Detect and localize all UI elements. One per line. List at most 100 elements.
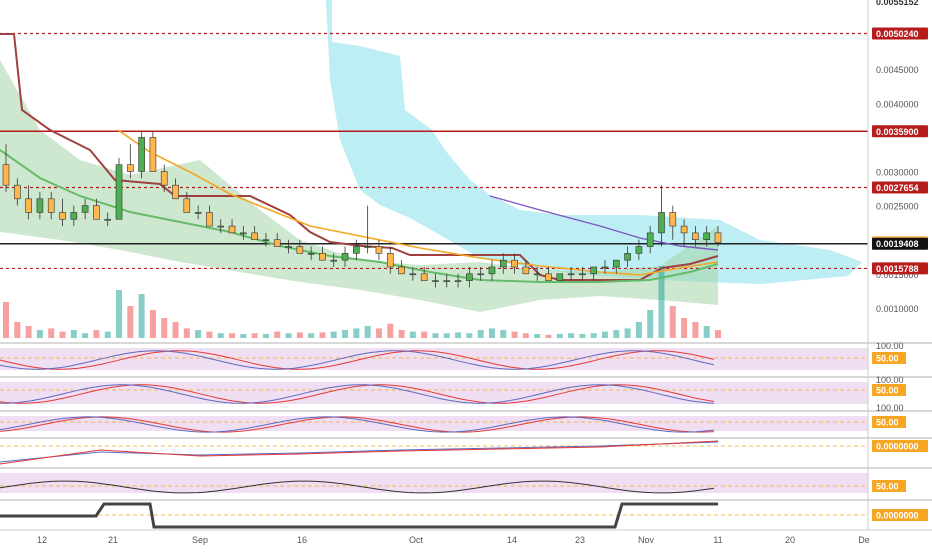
- price-tick-label: 0.0045000: [876, 65, 919, 75]
- volume-bar: [127, 306, 134, 338]
- candle-body: [420, 273, 428, 281]
- volume-bar: [36, 330, 43, 338]
- candle-body: [646, 232, 654, 247]
- price-badge-label: 0.0050240: [876, 29, 919, 39]
- volume-bar: [70, 330, 77, 338]
- volume-bar: [556, 334, 563, 338]
- candle-body: [409, 273, 417, 276]
- candle-body: [353, 246, 360, 254]
- candle-body: [262, 239, 270, 242]
- volume-bar: [568, 333, 575, 338]
- time-tick-label: Nov: [638, 535, 655, 545]
- volume-bar: [635, 322, 642, 338]
- volume-bar: [48, 328, 55, 338]
- volume-bar: [511, 331, 518, 338]
- volume-bar: [703, 326, 710, 338]
- volume-bar: [138, 294, 145, 338]
- candle-body: [692, 232, 699, 241]
- candle-body: [533, 273, 541, 276]
- candle-body: [273, 239, 281, 247]
- candle-body: [217, 225, 225, 228]
- candle-body: [601, 266, 609, 269]
- candle-body: [251, 232, 258, 241]
- pane-tick-label: 100.00: [876, 403, 904, 413]
- volume-bar: [251, 333, 258, 338]
- volume-bar: [330, 331, 337, 338]
- volume-bar: [195, 330, 202, 338]
- volume-bar: [14, 322, 21, 338]
- price-tick-label: 0.0010000: [876, 304, 919, 314]
- volume-bar: [229, 333, 236, 338]
- stoch-rsi-k-line: [0, 384, 715, 404]
- candle-body: [25, 198, 32, 213]
- rsi-signal-line: [0, 416, 715, 433]
- candle-body: [466, 273, 473, 281]
- volume-bar: [398, 330, 405, 338]
- candle-body: [2, 164, 10, 186]
- candle-body: [47, 198, 55, 213]
- candle-body: [714, 232, 722, 243]
- pane-tick-label: 100.00: [876, 375, 904, 385]
- price-badge: [872, 181, 928, 194]
- main-price-pane: [0, 0, 868, 338]
- ma-green-line: [0, 149, 719, 283]
- price-badge: [872, 125, 928, 138]
- candle-body: [228, 225, 236, 234]
- candle-body: [579, 273, 586, 276]
- candle-body: [194, 212, 202, 214]
- candle-body: [149, 137, 157, 172]
- volume-bar: [353, 328, 360, 338]
- volume-bar: [342, 330, 349, 338]
- time-tick-label: Oct: [409, 535, 424, 545]
- candle-body: [511, 259, 518, 268]
- candle-body: [612, 259, 620, 268]
- candle-body: [658, 212, 665, 234]
- candle-body: [104, 218, 112, 221]
- volume-bar: [93, 330, 100, 338]
- candle-body: [307, 253, 315, 255]
- time-tick-label: De: [858, 535, 870, 545]
- volume-bar: [669, 306, 676, 338]
- pane-badge: [872, 440, 928, 452]
- time-tick-label: 20: [785, 535, 795, 545]
- pane-badge-label: 0.0000000: [876, 442, 919, 452]
- baseline-line: [0, 33, 719, 281]
- candle-body: [635, 246, 643, 254]
- candle-body: [545, 273, 552, 281]
- volume-bar: [183, 328, 190, 338]
- price-badge-label: 0.0035900: [876, 127, 919, 137]
- time-tick-label: 16: [297, 535, 307, 545]
- volume-bar: [240, 334, 247, 338]
- signal-step-line: [0, 502, 718, 529]
- candle-body: [296, 246, 304, 254]
- candle-body: [443, 280, 451, 282]
- candle-body: [330, 259, 338, 262]
- pane-band: [0, 473, 868, 493]
- volume-bar: [104, 331, 111, 338]
- candle-body: [680, 225, 688, 234]
- volume-bar: [624, 328, 631, 338]
- ma-band: [0, 60, 718, 312]
- volume-bar: [590, 333, 597, 338]
- pane-badge: [872, 480, 906, 492]
- price-tick-label: 0.0040000: [876, 99, 919, 109]
- volume-bar: [647, 310, 654, 338]
- volume-bar: [59, 331, 66, 338]
- volume-bar: [681, 318, 688, 338]
- volume-bar: [601, 331, 608, 338]
- volume-bar: [443, 333, 450, 338]
- volume-bar: [116, 290, 123, 338]
- candle-body: [398, 266, 405, 275]
- stoch-rsi-d-line: [0, 384, 715, 404]
- ichimoku-cloud: [326, 0, 862, 284]
- volume-bar: [421, 331, 428, 338]
- purple-line: [489, 195, 719, 251]
- candle-body: [669, 212, 677, 227]
- volume-bar: [455, 332, 462, 338]
- osc-line: [0, 480, 715, 494]
- candle-body: [93, 205, 100, 220]
- pane-badge: [872, 509, 928, 521]
- volume-bar: [545, 334, 552, 338]
